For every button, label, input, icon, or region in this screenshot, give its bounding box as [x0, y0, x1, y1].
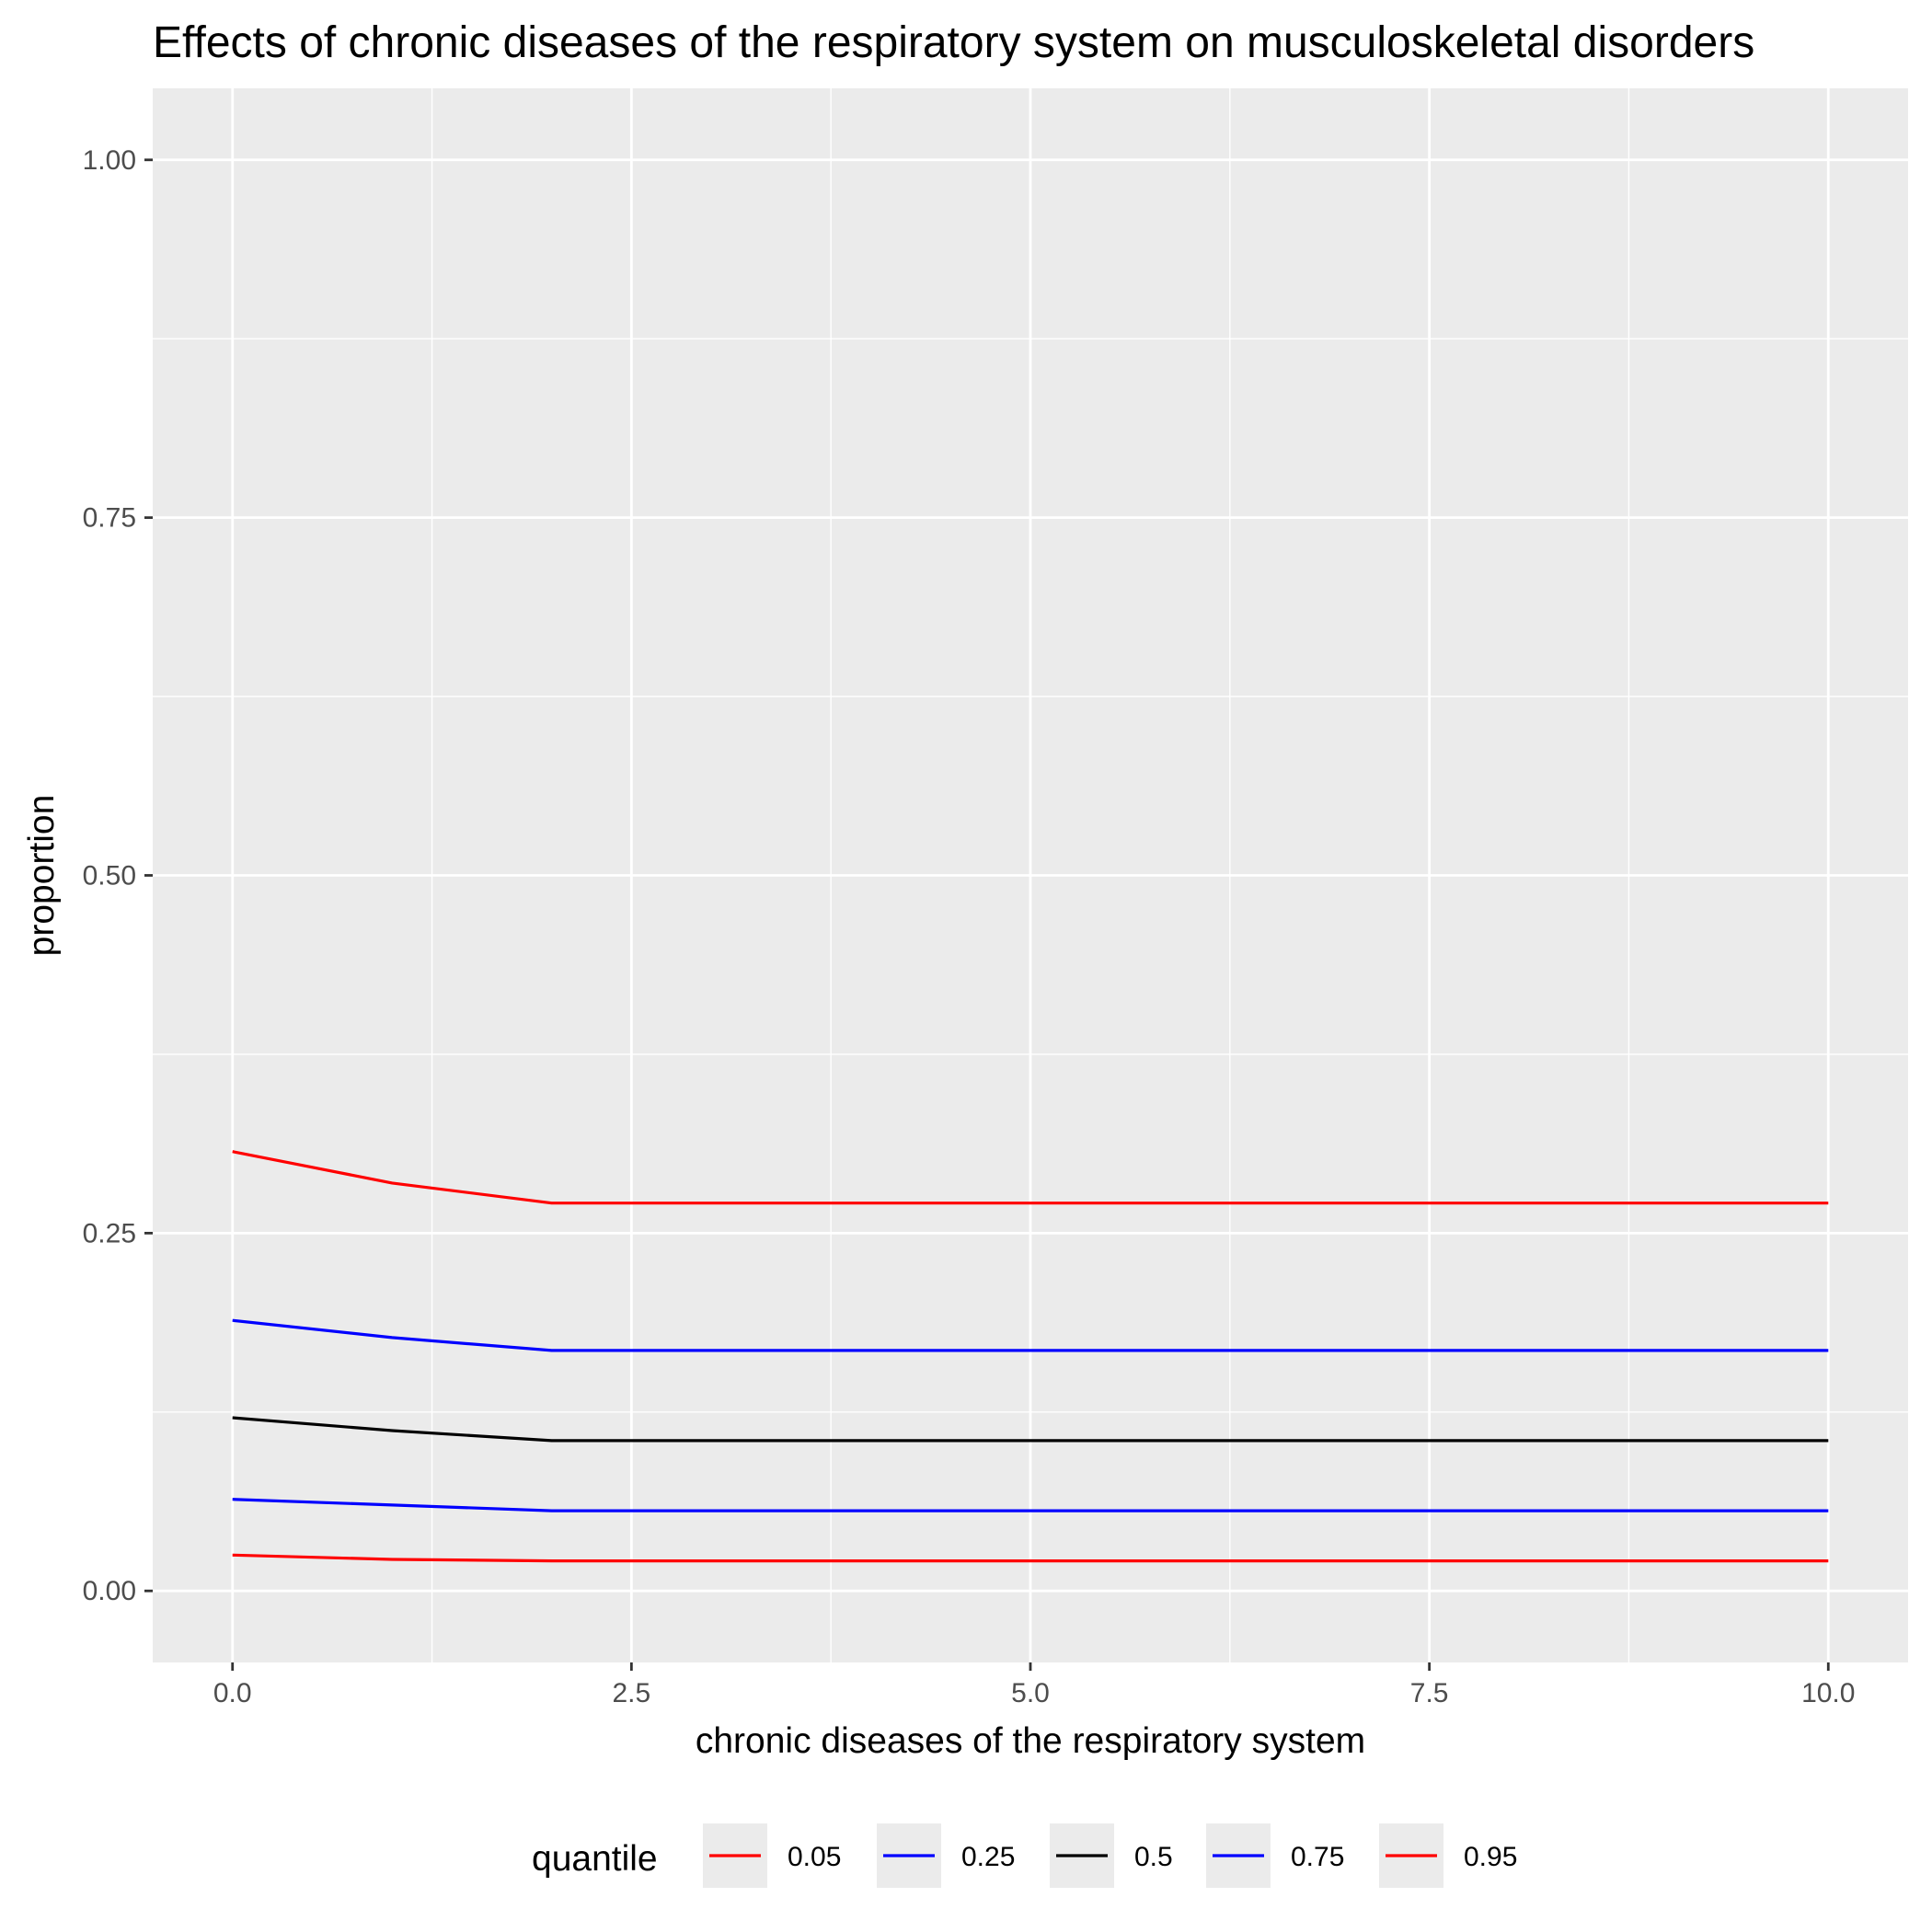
y-tick-label: 0.00: [83, 1576, 136, 1606]
y-tick-label: 1.00: [83, 145, 136, 176]
x-tick-label: 7.5: [1410, 1678, 1449, 1708]
y-tick-label: 0.25: [83, 1218, 136, 1248]
x-tick-label: 2.5: [613, 1678, 651, 1708]
legend-title: quantile: [532, 1839, 658, 1879]
grid-layer: [153, 88, 1908, 1662]
y-tick-label: 0.50: [83, 861, 136, 891]
series-line-0.05: [232, 1553, 1829, 1563]
legend-items: 0.05 0.25 0.5 0.75 0.95: [703, 1823, 1517, 1888]
legend: quantile 0.05 0.25 0.5 0.75 0.95: [532, 1823, 1517, 1888]
y-axis-title: proportion: [22, 795, 62, 957]
x-tick-label: 5.0: [1011, 1678, 1050, 1708]
chart-title: Effects of chronic diseases of the respi…: [153, 18, 1754, 67]
legend-label-0.5: 0.5: [1134, 1842, 1173, 1872]
x-tick-label: 10.0: [1801, 1678, 1855, 1708]
legend-label-0.75: 0.75: [1291, 1842, 1344, 1872]
legend-label-0.25: 0.25: [961, 1842, 1015, 1872]
x-axis-title: chronic diseases of the respiratory syst…: [696, 1721, 1365, 1761]
series-line-0.95: [232, 1150, 1829, 1205]
legend-label-0.95: 0.95: [1464, 1842, 1517, 1872]
series-line-0.25: [232, 1498, 1829, 1512]
legend-label-0.05: 0.05: [788, 1842, 841, 1872]
series-line-0.5: [232, 1416, 1829, 1443]
x-tick-label: 0.0: [213, 1678, 252, 1708]
y-tick-label: 0.75: [83, 503, 136, 534]
axes-layer: 0.0 2.5 5.0 7.5 10.0 0.00 0.25 0.50 0.75 1.00: [83, 145, 1856, 1708]
series-layer: [232, 1150, 1829, 1563]
series-line-0.75: [232, 1318, 1829, 1352]
